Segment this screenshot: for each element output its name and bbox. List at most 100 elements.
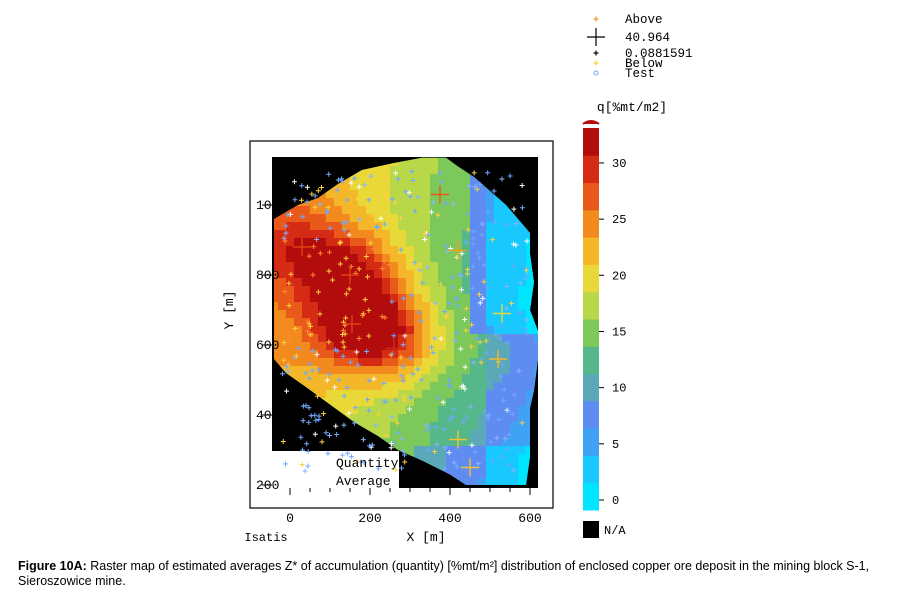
sample-marker [470,241,476,247]
raster-cell [486,270,494,278]
raster-cell [510,438,518,446]
raster-cell [486,198,494,206]
raster-cell [526,278,534,286]
raster-cell [382,302,390,310]
raster-cell [518,246,526,254]
raster-cell [406,174,414,182]
sample-marker [499,362,505,368]
raster-cell [326,302,334,310]
sample-marker [296,346,302,352]
raster-cell [430,182,438,190]
raster-cell [382,182,390,190]
sample-marker [304,199,310,205]
sample-marker [306,253,312,259]
sample-marker [458,346,464,352]
sample-marker [504,340,510,346]
raster-cell [318,350,326,358]
sample-marker [368,173,374,179]
raster-cell [342,326,350,334]
colorbar-top-cap [582,120,600,125]
raster-cell [334,358,342,366]
raster-cell [358,182,366,190]
raster-cell [342,350,350,358]
raster-cell [486,430,494,438]
raster-cell [374,246,382,254]
raster-cell [510,278,518,286]
legend-symbol [593,50,599,56]
raster-cell [390,310,398,318]
raster-cell [374,398,382,406]
sample-marker [471,360,477,366]
x-tick-label: 200 [358,511,381,526]
raster-cell [502,326,510,334]
sample-marker [356,336,362,342]
sample-marker [346,232,352,238]
raster-cell [438,238,446,246]
sample-marker [298,434,304,440]
raster-cell [366,318,374,326]
sample-marker [382,315,388,321]
raster-cell [302,334,310,342]
raster-cell [430,454,438,462]
raster-cell [374,382,382,390]
raster-cell [454,190,462,198]
raster-cell [446,238,454,246]
sample-marker [483,338,489,344]
raster-cell [438,230,446,238]
raster-cell [334,198,342,206]
sample-marker [339,176,345,182]
raster-cell [278,286,286,294]
raster-cell [526,270,534,278]
sample-marker [340,353,346,359]
raster-cell [430,406,438,414]
raster-cell [454,206,462,214]
sample-marker [481,408,487,414]
raster-cell [470,406,478,414]
raster-cell [414,286,422,294]
sample-marker [433,424,439,430]
raster-cell [390,374,398,382]
raster-cell [366,374,374,382]
raster-cell [374,366,382,374]
raster-cell [462,310,470,318]
sample-marker [443,243,449,249]
raster-cell [438,206,446,214]
raster-cell [438,174,446,182]
raster-cell [470,214,478,222]
raster-cell [302,382,310,390]
sample-marker [412,208,418,214]
raster-cell [518,358,526,366]
colorbar-tick-label: 15 [612,325,626,339]
sample-marker [337,240,343,246]
sample-marker [458,273,464,279]
sample-marker [335,177,341,183]
raster-cell [278,350,286,358]
raster-cell [326,398,334,406]
sample-marker [525,272,531,278]
sample-marker [422,236,428,242]
raster-cell [274,246,278,254]
raster-cell [318,198,326,206]
raster-cell [334,366,342,374]
sample-marker [398,247,404,253]
sample-marker [317,201,323,207]
raster-cell [398,310,406,318]
raster-cell [518,278,526,286]
sample-marker [493,332,499,338]
raster-cell [358,422,366,430]
raster-cell [502,462,510,470]
raster-cell [454,262,462,270]
sample-marker [366,197,372,203]
raster-cell [286,262,294,270]
raster-cell [478,254,486,262]
sample-marker [343,315,349,321]
raster-cell [318,230,326,238]
raster-cell [462,406,470,414]
raster-cell [518,366,526,374]
raster-cell [454,334,462,342]
sample-marker [502,436,508,442]
sample-marker [356,184,362,190]
raster-cell [274,230,278,238]
raster-cell [310,270,318,278]
sample-marker [400,448,406,454]
